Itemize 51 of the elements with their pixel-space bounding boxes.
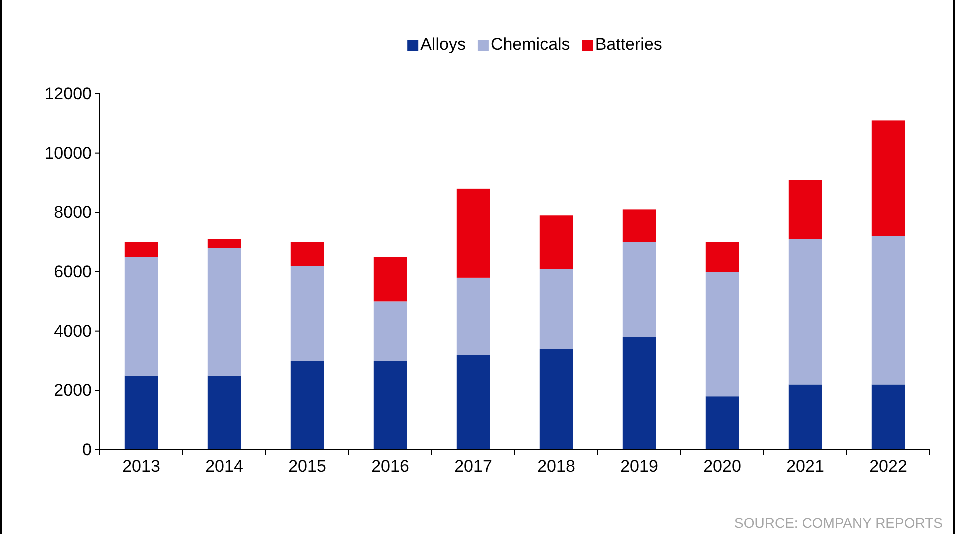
bar	[872, 236, 906, 385]
bar	[622, 210, 656, 242]
x-tick-label: 2020	[704, 457, 742, 476]
bar	[290, 242, 324, 266]
bar	[706, 272, 740, 397]
bar	[374, 257, 408, 302]
y-tick-label: 10000	[44, 144, 92, 163]
bar	[622, 337, 656, 450]
bar	[540, 269, 574, 350]
bar	[124, 257, 158, 376]
bar	[456, 188, 490, 278]
x-tick-label: 2014	[206, 457, 244, 476]
bar	[124, 376, 158, 450]
bar	[872, 384, 906, 450]
y-tick-label: 8000	[54, 203, 92, 222]
bar	[374, 361, 408, 450]
y-tick-label: 6000	[54, 262, 92, 282]
y-tick-label: 12000	[44, 84, 92, 104]
bar	[456, 355, 490, 450]
bar	[788, 180, 822, 240]
x-tick-label: 2017	[454, 457, 492, 476]
bar	[540, 216, 574, 270]
bar	[208, 239, 242, 248]
y-tick-label: 4000	[54, 322, 92, 341]
bar	[788, 384, 822, 450]
bar	[706, 242, 740, 272]
y-tick-label: 2000	[54, 381, 92, 400]
legend-label: Chemicals	[490, 35, 570, 54]
bar	[456, 278, 490, 356]
x-tick-label: 2016	[372, 457, 410, 476]
x-tick-label: 2018	[538, 457, 576, 476]
bar	[540, 349, 574, 450]
bar	[290, 361, 324, 450]
source-note: SOURCE: COMPANY REPORTS	[734, 515, 943, 531]
bar	[374, 302, 408, 361]
legend-label: Alloys	[420, 35, 466, 54]
bar	[706, 396, 740, 450]
bar	[788, 239, 822, 385]
bar	[290, 266, 324, 361]
x-tick-label: 2022	[870, 457, 908, 476]
bar	[622, 242, 656, 338]
bar	[872, 120, 906, 236]
y-tick-label: 0	[82, 440, 92, 460]
x-tick-label: 2015	[288, 457, 326, 476]
bar	[208, 376, 242, 450]
bar	[124, 242, 158, 258]
x-tick-label: 2013	[122, 457, 160, 476]
x-tick-label: 2021	[786, 457, 824, 476]
legend-label: Batteries	[595, 35, 662, 54]
x-tick-label: 2019	[620, 457, 658, 476]
bar	[208, 248, 242, 376]
